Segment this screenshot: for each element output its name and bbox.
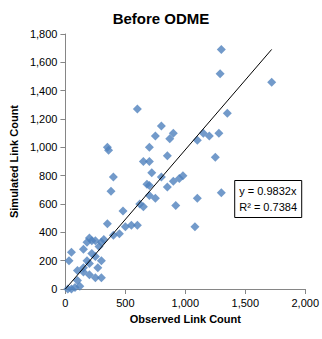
svg-text:0: 0 [62, 297, 68, 309]
svg-text:Before ODME: Before ODME [113, 10, 210, 27]
svg-text:0: 0 [51, 283, 57, 295]
svg-text:200: 200 [39, 255, 57, 267]
svg-text:R² = 0.7384: R² = 0.7384 [239, 201, 297, 213]
svg-text:y = 0.9832x: y = 0.9832x [239, 185, 297, 197]
svg-text:1,200: 1,200 [30, 113, 58, 125]
svg-text:1,500: 1,500 [232, 297, 260, 309]
svg-text:1,000: 1,000 [172, 297, 200, 309]
svg-text:Simulated Link Count: Simulated Link Count [8, 105, 20, 218]
svg-text:500: 500 [116, 297, 134, 309]
svg-text:Observed Link Count: Observed Link Count [130, 313, 242, 325]
svg-text:800: 800 [39, 170, 57, 182]
svg-text:600: 600 [39, 198, 57, 210]
svg-text:400: 400 [39, 226, 57, 238]
svg-text:1,000: 1,000 [30, 141, 58, 153]
svg-text:1,800: 1,800 [30, 28, 58, 40]
svg-text:2,000: 2,000 [291, 297, 319, 309]
svg-text:1,400: 1,400 [30, 85, 58, 97]
svg-text:1,600: 1,600 [30, 56, 58, 68]
